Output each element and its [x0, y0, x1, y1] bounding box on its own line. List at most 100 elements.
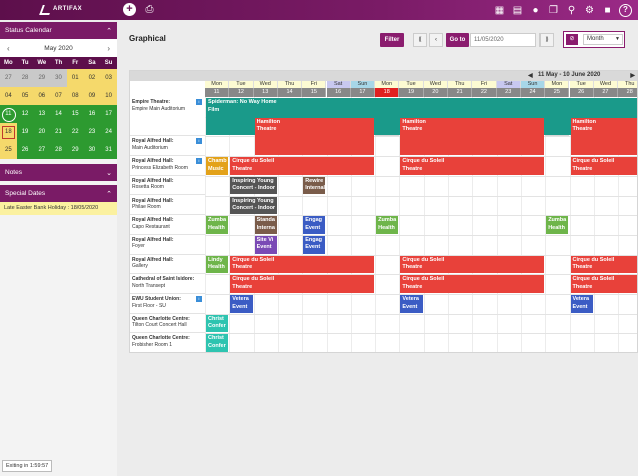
booking-event[interactable]: Hamilton Theatre	[254, 117, 375, 156]
calendar-day[interactable]: 30	[50, 69, 67, 87]
copy-icon[interactable]: ❐	[549, 4, 558, 16]
booking-event[interactable]: Christ Confer	[206, 314, 229, 333]
booking-event[interactable]: Standa Interna	[254, 216, 277, 234]
venue-label[interactable]: EWU Student Union: First Floor - SU i	[130, 294, 205, 314]
calendar-day[interactable]: 02	[83, 69, 101, 87]
day-number-header[interactable]: 27	[593, 88, 619, 97]
calendar-day[interactable]: 12	[16, 105, 34, 123]
day-number-header[interactable]: 16	[326, 88, 351, 97]
user-search-icon[interactable]: ●	[532, 4, 539, 16]
search-icon[interactable]: ⚲	[567, 4, 576, 16]
day-number-header[interactable]: 25	[545, 88, 570, 97]
calendar-day[interactable]: 10	[100, 87, 117, 105]
venue-label[interactable]: Royal Alfred Hall: Rosetta Room	[130, 175, 205, 196]
print-icon[interactable]: ⎙	[145, 4, 154, 15]
calendar-day[interactable]: 28	[50, 141, 67, 159]
calendar-day[interactable]: 26	[16, 141, 34, 159]
venue-label[interactable]: Royal Alfred Hall: Princess Elizabeth Roo…	[130, 156, 205, 176]
venue-label[interactable]: Royal Alfred Hall: Philae Room	[130, 195, 205, 216]
notes-header[interactable]: Notes ⌄	[0, 164, 117, 181]
calendar-day[interactable]: 29	[33, 69, 51, 87]
booking-event[interactable]: Cirque du Soleil Theatre	[400, 157, 545, 175]
profile-icon[interactable]: ■	[604, 4, 611, 16]
calendar-day[interactable]: 18	[0, 123, 17, 141]
venue-label[interactable]: Cathedral of Saint Isidore: North Transep…	[130, 274, 205, 294]
booking-event[interactable]: Cirque du Soleil Theatre	[570, 157, 637, 175]
booking-event[interactable]: Vetera Event	[570, 295, 593, 313]
calendar-day[interactable]: 01	[66, 69, 84, 87]
calendar-day[interactable]: 27	[33, 141, 51, 159]
calendar-icon[interactable]: ▤	[512, 4, 523, 16]
view-select[interactable]: Month ▼	[583, 34, 623, 45]
calendar-day[interactable]: 22	[66, 123, 84, 141]
status-calendar-header[interactable]: Status Calendar ⌃	[0, 22, 117, 39]
day-number-header[interactable]: 14	[277, 88, 303, 97]
day-number-header[interactable]: 22	[472, 88, 497, 97]
venue-label[interactable]: Queen Charlotte Centre: Tilton Court Conc…	[130, 313, 205, 334]
booking-event[interactable]: Cirque du Soleil Theatre	[400, 255, 545, 274]
filter-button[interactable]: Filter	[380, 33, 404, 47]
booking-event[interactable]: Hamilton Theatre	[400, 117, 545, 156]
day-number-header[interactable]: 24	[520, 88, 546, 97]
chevron-down-icon[interactable]: ⌄	[106, 169, 112, 177]
info-icon[interactable]: i	[196, 296, 202, 302]
venue-label[interactable]: Queen Charlotte Centre: Frobisher Room 1	[130, 333, 205, 352]
calendar-day[interactable]: 27	[0, 69, 17, 87]
info-icon[interactable]: i	[196, 99, 202, 105]
booking-event[interactable]: Vetera Event	[230, 295, 253, 313]
calendar-day[interactable]: 08	[66, 87, 84, 105]
booking-event[interactable]: Cirque du Soleil Theatre	[230, 255, 375, 274]
calendar-day[interactable]: 07	[50, 87, 67, 105]
booking-event[interactable]: Inspiring Young Concert - Indoor	[230, 176, 277, 195]
day-number-header[interactable]: 13	[253, 88, 278, 97]
venue-label[interactable]: Royal Alfred Hall: Foyer	[130, 234, 205, 255]
day-number-header[interactable]: 15	[302, 88, 327, 97]
calendar-day[interactable]: 13	[33, 105, 51, 123]
day-number-header[interactable]: 20	[423, 88, 448, 97]
special-dates-header[interactable]: Special Dates ⌃	[0, 185, 117, 202]
info-icon[interactable]: i	[196, 158, 202, 165]
booking-event[interactable]: Cirque du Soleil Theatre	[570, 255, 637, 274]
calendar-day[interactable]: 06	[33, 87, 51, 105]
next-range-icon[interactable]: ▶	[630, 73, 635, 79]
next-month-icon[interactable]: ›	[107, 43, 110, 53]
gear-icon[interactable]: ⚙	[585, 4, 594, 16]
booking-event[interactable]: Lindy Health	[206, 255, 229, 274]
prev-range-icon[interactable]: ◀	[528, 73, 533, 79]
booking-event[interactable]: Zumba Health	[376, 216, 399, 234]
booking-event[interactable]: Cirque du Soleil Theatre	[400, 275, 545, 293]
booking-event[interactable]: Cirque du Soleil Theatre	[570, 275, 637, 293]
booking-event[interactable]: Vetera Event	[400, 295, 423, 313]
calendar-day[interactable]: 24	[100, 123, 117, 141]
calendar-day[interactable]: 03	[100, 69, 117, 87]
day-number-header[interactable]: 28	[618, 88, 637, 97]
calendar-day[interactable]: 11	[0, 105, 17, 123]
info-icon[interactable]: i	[196, 138, 202, 145]
day-number-header[interactable]: 21	[448, 88, 473, 97]
booking-event[interactable]: Hamilton Theatre	[570, 117, 637, 156]
chevron-up-icon[interactable]: ⌃	[106, 190, 112, 198]
day-number-header[interactable]: 26	[569, 88, 594, 97]
calendar-day[interactable]: 20	[33, 123, 51, 141]
calendar-day[interactable]: 15	[66, 105, 84, 123]
venue-label[interactable]: Royal Alfred Hall: Capo Restaurant	[130, 215, 205, 235]
calendar-day[interactable]: 14	[50, 105, 67, 123]
goto-button[interactable]: Go to	[446, 33, 469, 47]
booking-event[interactable]: Rewire Internal	[303, 176, 326, 195]
booking-event[interactable]: Inspiring Young Concert - Indoor	[230, 196, 277, 215]
booking-event[interactable]: Cirque du Soleil Theatre	[230, 157, 375, 175]
calendar-day[interactable]: 30	[83, 141, 101, 159]
booking-event[interactable]: Engag Event	[303, 235, 326, 254]
venue-label[interactable]: Royal Alfred Hall: Gallery	[130, 254, 205, 275]
booking-event[interactable]: Site Vi Event	[254, 235, 277, 254]
plus-icon[interactable]: +	[123, 3, 136, 16]
view-toggle-icon[interactable]: ⊘	[566, 34, 578, 45]
calendar-day[interactable]: 09	[83, 87, 101, 105]
calendar-day[interactable]: 04	[0, 87, 17, 105]
calendar-day[interactable]: 17	[100, 105, 117, 123]
booking-event[interactable]: Chamb Music	[206, 157, 229, 175]
calendar-day[interactable]: 19	[16, 123, 34, 141]
booking-event[interactable]: Zumba Health	[546, 216, 569, 234]
calendar-day[interactable]: 31	[100, 141, 117, 159]
booking-event[interactable]: Zumba Health	[206, 216, 229, 234]
